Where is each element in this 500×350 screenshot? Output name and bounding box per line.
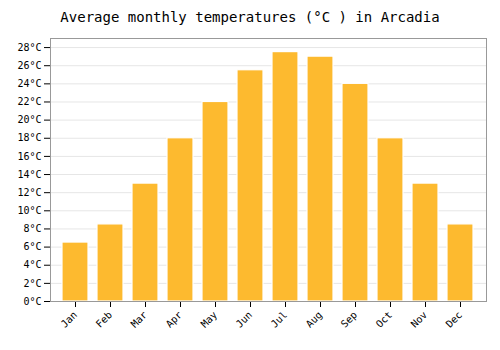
svg-text:0°C: 0°C: [23, 296, 41, 307]
svg-text:Dec: Dec: [444, 309, 465, 330]
svg-text:May: May: [199, 309, 220, 330]
svg-text:Feb: Feb: [94, 309, 115, 330]
svg-text:22°C: 22°C: [17, 96, 41, 107]
svg-text:Jun: Jun: [234, 309, 255, 330]
svg-text:Sep: Sep: [339, 309, 360, 330]
svg-text:12°C: 12°C: [17, 187, 41, 198]
svg-text:4°C: 4°C: [23, 259, 41, 270]
svg-text:26°C: 26°C: [17, 60, 41, 71]
svg-text:14°C: 14°C: [17, 169, 41, 180]
svg-text:Mar: Mar: [129, 309, 150, 330]
svg-text:Nov: Nov: [409, 309, 430, 330]
svg-text:Apr: Apr: [164, 309, 185, 330]
svg-text:16°C: 16°C: [17, 151, 41, 162]
svg-text:Jan: Jan: [59, 309, 80, 330]
svg-text:6°C: 6°C: [23, 241, 41, 252]
svg-text:24°C: 24°C: [17, 78, 41, 89]
svg-text:8°C: 8°C: [23, 223, 41, 234]
svg-text:Oct: Oct: [374, 309, 395, 330]
svg-text:10°C: 10°C: [17, 205, 41, 216]
svg-text:20°C: 20°C: [17, 114, 41, 125]
svg-text:Jul: Jul: [269, 309, 290, 330]
svg-text:18°C: 18°C: [17, 132, 41, 143]
svg-text:2°C: 2°C: [23, 278, 41, 289]
svg-text:28°C: 28°C: [17, 42, 41, 53]
html-text:Average monthly temperatures (: Average monthly temperatures (°C ) in Ar…: [60, 9, 440, 25]
svg-text:Aug: Aug: [304, 309, 325, 330]
